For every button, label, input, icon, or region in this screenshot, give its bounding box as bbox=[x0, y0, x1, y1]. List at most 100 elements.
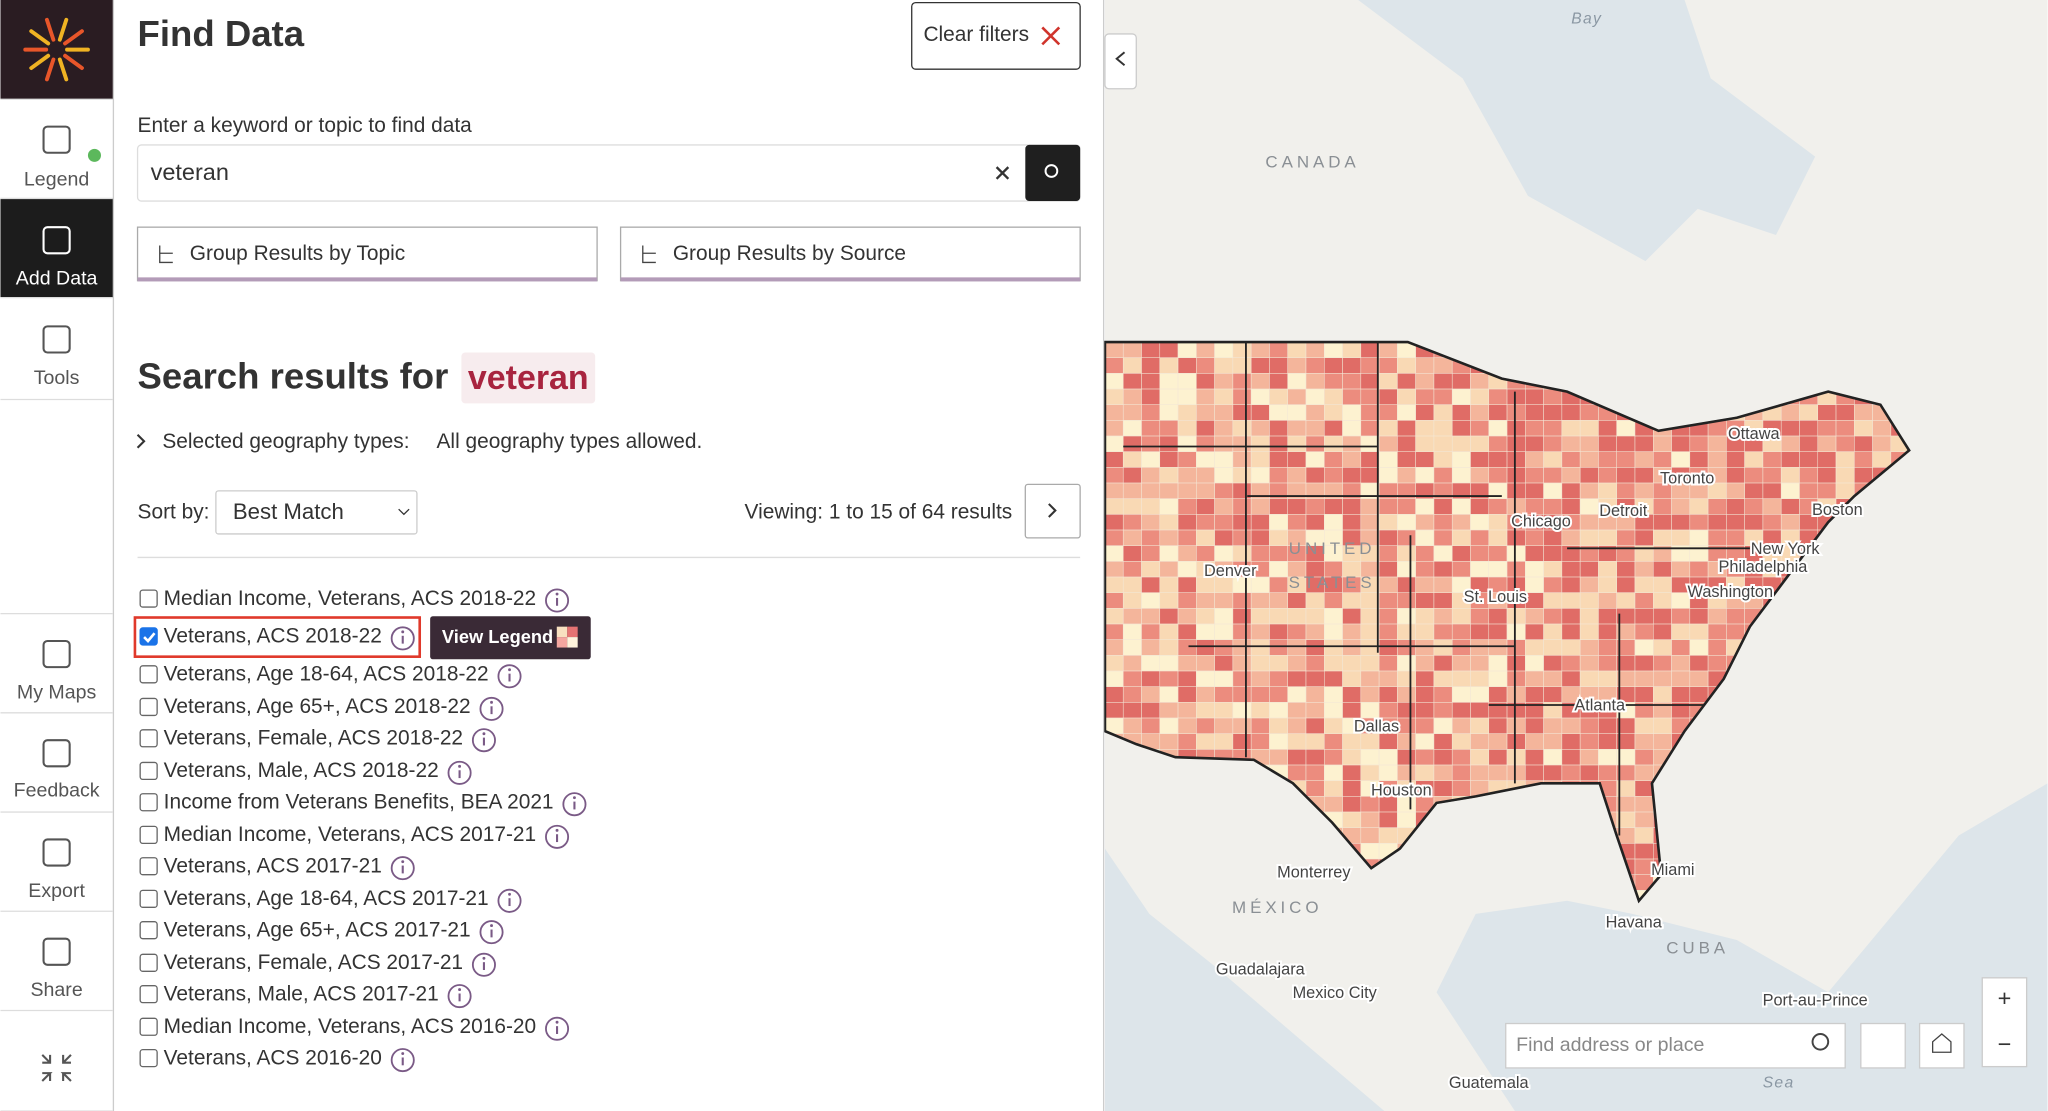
result-label[interactable]: Median Income, Veterans, ACS 2016-20 bbox=[164, 1015, 537, 1038]
result-label[interactable]: Veterans, ACS 2017-21 bbox=[164, 854, 382, 877]
checkbox[interactable] bbox=[139, 921, 158, 940]
result-label[interactable]: Veterans, ACS 2018-22 bbox=[164, 625, 382, 648]
county bbox=[1762, 451, 1782, 468]
sidebar-icon[interactable] bbox=[42, 226, 71, 255]
checkbox[interactable] bbox=[139, 761, 158, 781]
fullscreen-icon[interactable] bbox=[41, 1054, 72, 1082]
county bbox=[1196, 655, 1215, 672]
info-icon[interactable] bbox=[479, 920, 504, 945]
info-icon[interactable] bbox=[545, 588, 570, 613]
result-label[interactable]: Veterans, Male, ACS 2017-21 bbox=[164, 982, 439, 1005]
info-icon[interactable] bbox=[479, 696, 504, 721]
checkbox[interactable] bbox=[139, 697, 158, 717]
sidebar-icon[interactable] bbox=[42, 325, 71, 354]
info-icon[interactable] bbox=[471, 728, 496, 753]
map-search[interactable] bbox=[1505, 1022, 1846, 1069]
info-icon[interactable] bbox=[545, 824, 570, 849]
county bbox=[1415, 702, 1435, 719]
info-icon[interactable] bbox=[447, 984, 472, 1009]
sidebar-label[interactable]: Feedback bbox=[14, 779, 100, 801]
sidebar-icon[interactable] bbox=[42, 125, 71, 154]
sidebar-icon[interactable] bbox=[42, 739, 71, 768]
home-button[interactable] bbox=[1918, 1022, 1965, 1069]
clear-filters[interactable] bbox=[911, 1, 1081, 70]
qr-button[interactable] bbox=[1860, 1022, 1906, 1069]
result-label[interactable]: Veterans, Age 18-64, ACS 2018-22 bbox=[164, 662, 489, 685]
result-label[interactable]: Veterans, Female, ACS 2017-21 bbox=[164, 951, 463, 974]
search-clear[interactable] bbox=[995, 166, 1010, 180]
zoom-out[interactable]: − bbox=[1998, 1031, 2012, 1057]
sidebar-label[interactable]: Share bbox=[30, 979, 82, 1001]
county bbox=[1214, 529, 1234, 546]
checkbox[interactable] bbox=[139, 729, 158, 748]
result-label[interactable]: Veterans, Male, ACS 2018-22 bbox=[164, 759, 439, 782]
checkbox[interactable] bbox=[139, 589, 158, 608]
sidebar-label[interactable]: My Maps bbox=[17, 681, 97, 703]
view-legend-button[interactable] bbox=[430, 616, 591, 660]
sidebar-icon[interactable] bbox=[42, 838, 71, 867]
checkbox[interactable] bbox=[139, 1017, 158, 1036]
sidebar-icon[interactable] bbox=[42, 937, 71, 966]
next-page[interactable] bbox=[1024, 483, 1081, 539]
group-topic-button[interactable] bbox=[136, 226, 598, 282]
checkbox[interactable] bbox=[139, 857, 158, 876]
sidebar-label[interactable]: Legend bbox=[24, 168, 89, 190]
result-label[interactable]: Veterans, Age 18-64, ACS 2017-21 bbox=[164, 887, 489, 910]
zoom-control[interactable] bbox=[1981, 977, 2028, 1068]
result-label[interactable]: Median Income, Veterans, ACS 2017-21 bbox=[164, 823, 537, 846]
county bbox=[1543, 749, 1563, 766]
sidebar-icon[interactable] bbox=[42, 639, 71, 669]
info-icon[interactable] bbox=[390, 1048, 415, 1073]
info-icon[interactable] bbox=[471, 952, 496, 977]
map-search-icon[interactable] bbox=[1811, 1032, 1830, 1051]
county bbox=[1451, 623, 1471, 640]
county bbox=[1634, 686, 1654, 703]
county bbox=[1159, 717, 1179, 734]
info-icon[interactable] bbox=[497, 888, 522, 913]
county bbox=[1561, 561, 1581, 578]
county bbox=[1415, 576, 1435, 593]
zoom-in[interactable]: + bbox=[1998, 985, 2012, 1011]
info-icon[interactable] bbox=[562, 792, 587, 817]
county bbox=[1269, 686, 1288, 703]
info-icon[interactable] bbox=[497, 664, 522, 689]
checkbox[interactable] bbox=[139, 985, 158, 1004]
checkbox[interactable] bbox=[139, 793, 158, 812]
county bbox=[1177, 498, 1197, 515]
result-label[interactable]: Median Income, Veterans, ACS 2018-22 bbox=[164, 587, 537, 610]
county bbox=[1360, 686, 1380, 703]
sidebar-label[interactable]: Export bbox=[28, 880, 85, 902]
sidebar-label[interactable]: Add Data bbox=[16, 268, 98, 290]
county bbox=[1159, 404, 1179, 421]
info-icon[interactable] bbox=[447, 760, 472, 785]
search-button[interactable] bbox=[1025, 144, 1081, 202]
county bbox=[1378, 435, 1398, 452]
result-label[interactable]: Veterans, Female, ACS 2018-22 bbox=[164, 726, 463, 749]
expand-icon[interactable] bbox=[136, 434, 146, 449]
sort-select[interactable] bbox=[215, 490, 418, 535]
result-label[interactable]: Veterans, Age 65+, ACS 2017-21 bbox=[164, 918, 471, 941]
logo[interactable] bbox=[23, 17, 90, 82]
info-icon[interactable] bbox=[390, 856, 415, 881]
checkbox[interactable] bbox=[139, 1048, 158, 1068]
county bbox=[1707, 435, 1727, 452]
county bbox=[1214, 451, 1234, 468]
group-source-button[interactable] bbox=[619, 226, 1081, 282]
county bbox=[1634, 435, 1654, 452]
search-input[interactable] bbox=[136, 144, 1081, 202]
result-label[interactable]: Income from Veterans Benefits, BEA 2021 bbox=[164, 790, 554, 813]
info-icon[interactable] bbox=[390, 626, 415, 651]
checkbox[interactable] bbox=[139, 953, 158, 972]
checkbox[interactable] bbox=[139, 665, 158, 684]
checkbox[interactable] bbox=[139, 627, 158, 646]
map[interactable]: Bay CANADA UNITED STATES Ottawa Toronto Chicag… bbox=[1103, 0, 2048, 1111]
legend-swatch bbox=[567, 637, 578, 648]
county bbox=[1196, 717, 1215, 734]
info-icon[interactable] bbox=[545, 1016, 570, 1041]
checkbox[interactable] bbox=[139, 825, 158, 845]
result-label[interactable]: Veterans, Age 65+, ACS 2018-22 bbox=[164, 695, 471, 718]
county bbox=[1799, 482, 1819, 499]
checkbox[interactable] bbox=[139, 889, 158, 908]
result-label[interactable]: Veterans, ACS 2016-20 bbox=[164, 1046, 382, 1069]
sidebar-label[interactable]: Tools bbox=[34, 367, 80, 389]
